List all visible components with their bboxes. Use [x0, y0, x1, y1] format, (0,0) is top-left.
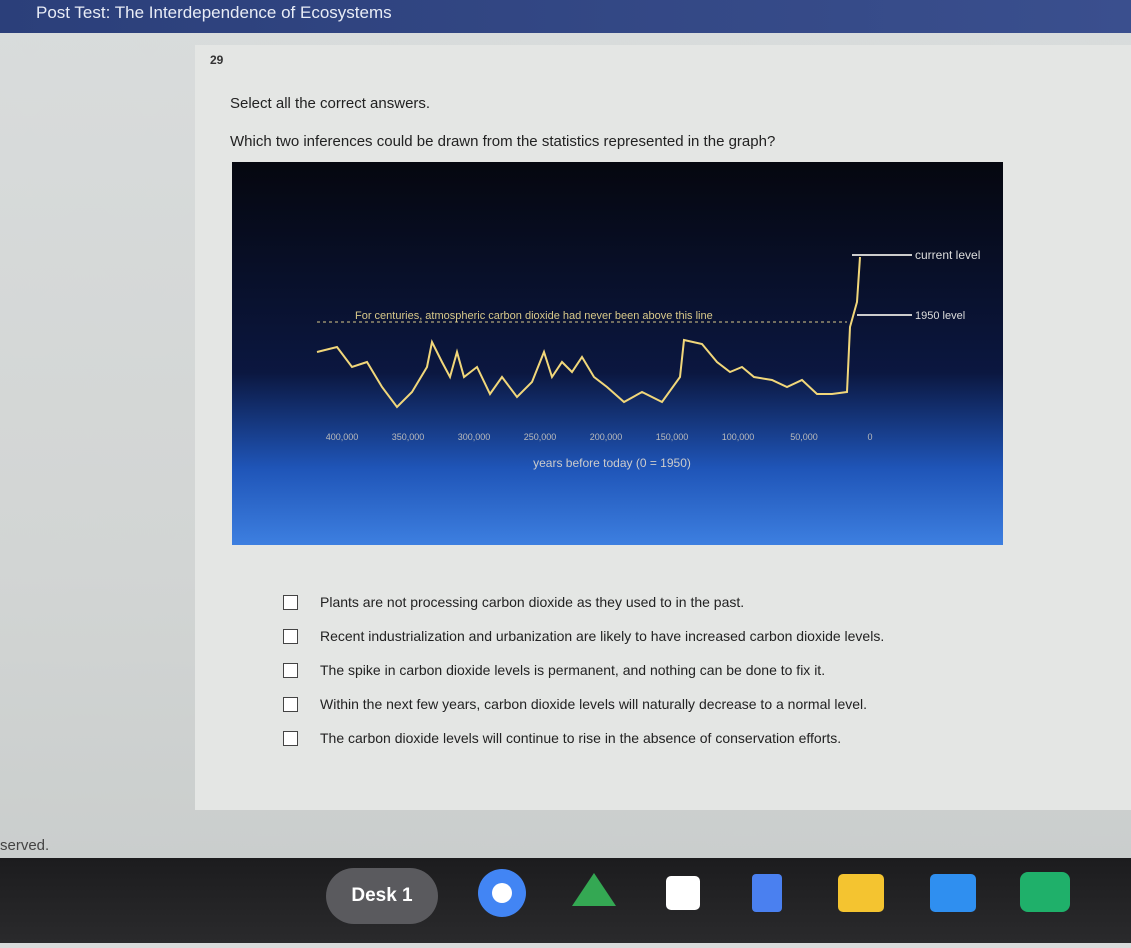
x-tick-label: 400,000	[326, 432, 359, 442]
question-prompt: Which two inferences could be drawn from…	[230, 133, 776, 150]
co2-curve	[316, 256, 861, 409]
option-text: The carbon dioxide levels will continue …	[320, 730, 842, 746]
answer-option[interactable]: Plants are not processing carbon dioxide…	[283, 594, 744, 610]
option-text: Plants are not processing carbon dioxide…	[320, 594, 745, 610]
x-tick-label: 350,000	[392, 432, 425, 442]
x-tick-label: 0	[867, 432, 872, 442]
x-tick-label: 250,000	[524, 432, 557, 442]
taskbar-icons	[478, 869, 1070, 917]
taskbar	[0, 858, 1131, 943]
checkbox[interactable]	[283, 594, 298, 610]
classroom-icon[interactable]	[1020, 872, 1070, 912]
answer-option[interactable]: Within the next few years, carbon dioxid…	[283, 696, 867, 712]
level-1950-label: 1950 level	[915, 310, 965, 322]
answer-option[interactable]: The carbon dioxide levels will continue …	[283, 730, 841, 746]
checkbox[interactable]	[283, 730, 298, 746]
question-number: 29	[210, 53, 224, 67]
option-text: Within the next few years, carbon dioxid…	[320, 696, 868, 712]
x-tick-label: 150,000	[656, 432, 689, 442]
graph-background	[232, 162, 1003, 545]
docs-search-icon[interactable]	[666, 876, 700, 910]
footer-text: served.	[0, 837, 50, 854]
docs-icon[interactable]	[752, 874, 782, 912]
option-text: The spike in carbon dioxide levels is pe…	[320, 662, 826, 678]
slides-icon[interactable]	[838, 874, 884, 912]
checkbox[interactable]	[283, 662, 298, 678]
x-axis-label: years before today (0 = 1950)	[533, 456, 691, 470]
instruction: Select all the correct answers.	[230, 95, 431, 112]
answer-option[interactable]: Recent industrialization and urbanizatio…	[283, 628, 884, 644]
files-icon[interactable]	[930, 874, 976, 912]
x-tick-label: 50,000	[790, 432, 818, 442]
drive-icon[interactable]	[572, 873, 616, 906]
annotation: For centuries, atmospheric carbon dioxid…	[355, 310, 713, 322]
x-tick-label: 300,000	[458, 432, 491, 442]
x-tick-label: 100,000	[722, 432, 755, 442]
current-level-label: current level	[915, 248, 980, 262]
answer-option[interactable]: The spike in carbon dioxide levels is pe…	[283, 662, 825, 678]
co2-graph: For centuries, atmospheric carbon dioxid…	[232, 162, 1003, 545]
desk-button[interactable]: Desk 1	[326, 868, 438, 924]
checkbox[interactable]	[283, 628, 298, 644]
x-tick-label: 200,000	[590, 432, 623, 442]
option-text: Recent industrialization and urbanizatio…	[320, 628, 885, 644]
course-title: Post Test: The Interdependence of Ecosys…	[0, 0, 1131, 33]
chrome-center	[492, 883, 512, 903]
checkbox[interactable]	[283, 696, 298, 712]
